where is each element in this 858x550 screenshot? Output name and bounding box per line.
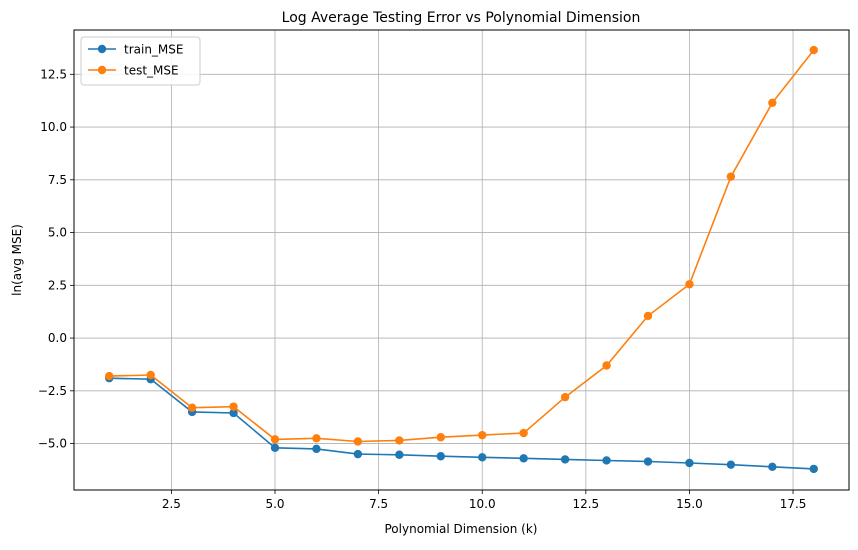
legend-label-test-mse: test_MSE [124,64,179,78]
test-mse-point [478,430,487,440]
x-tick-label: 15.0 [676,497,703,511]
train-mse-point [353,449,363,459]
test-mse-point [105,371,114,381]
test-mse-point [395,436,404,445]
y-tick-label: −2.5 [38,384,67,398]
test-mse-point [560,392,570,402]
series-layer [105,45,818,474]
series-test-mse [105,45,818,446]
test-mse-point [229,402,238,411]
train-mse-point [229,408,238,418]
train-mse-point [436,452,445,461]
plot-area-frame [73,29,850,491]
train-mse-point [643,457,653,466]
train-mse-point [602,456,611,465]
test-mse-point [519,428,528,438]
x-tick-label: 17.5 [780,497,807,511]
train-mse-line [109,377,814,470]
y-tick-label: −5.0 [38,437,67,451]
y-tick-label: 2.5 [48,278,67,292]
legend-label-train-mse: train_MSE [124,43,183,57]
test-mse-point [602,361,611,370]
train-mse-point [395,450,404,459]
test-mse-point [146,370,155,380]
y-tick-label: 5.0 [48,226,67,240]
train-mse-point [685,458,694,468]
train-mse-point [478,453,487,462]
y-tick-label: 10.0 [40,120,67,134]
x-tick-label: 12.5 [572,497,599,511]
series-train-mse [105,373,818,474]
train-mse-point [312,444,321,454]
legend-marker-train-mse [97,44,107,54]
chart-title: Log Average Testing Error vs Polynomial … [282,10,641,26]
test-mse-point [270,435,280,444]
test-mse-line [109,49,815,443]
train-mse-point [560,455,570,464]
grid [74,30,849,490]
y-tick-label: 7.5 [48,173,67,187]
test-mse-point [312,434,321,443]
x-axis-ticks: 2.5 5.0 7.5 10.0 12.5 15.0 17.5 [162,490,807,511]
test-mse-point [353,437,363,446]
train-mse-point [270,443,280,452]
y-tick-label: 0.0 [48,331,67,345]
test-mse-point [809,45,818,55]
train-mse-point [519,454,528,463]
test-mse-point [726,172,736,181]
y-axis-ticks: −5.0 −2.5 0.0 2.5 5.0 7.5 10.0 12.5 [38,67,74,451]
test-mse-point [768,98,777,107]
train-mse-point [809,464,818,474]
x-tick-label: 2.5 [162,497,181,511]
x-tick-label: 5.0 [265,497,284,511]
legend-marker-test-mse [97,65,107,75]
legend: train_MSE test_MSE [80,36,201,86]
x-tick-label: 10.0 [469,497,496,511]
test-mse-point [643,311,653,321]
test-mse-point [685,280,694,289]
test-mse-point [436,433,445,442]
y-tick-label: 12.5 [40,67,67,81]
y-axis-label: ln(avg MSE) [10,224,24,296]
train-mse-point [768,462,777,471]
x-tick-label: 7.5 [369,497,388,511]
x-axis-label: Polynomial Dimension (k) [385,522,538,536]
test-mse-point [187,403,197,412]
train-mse-point [726,460,736,469]
